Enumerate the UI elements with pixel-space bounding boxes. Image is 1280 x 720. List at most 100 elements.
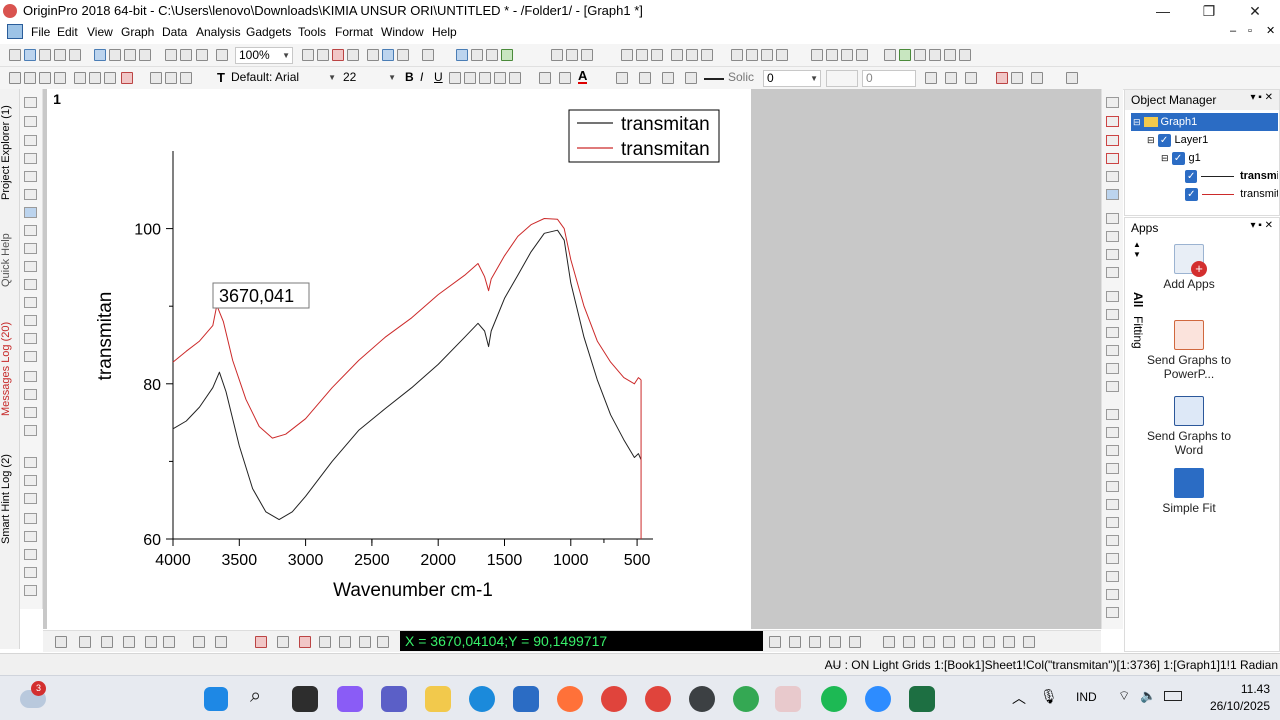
unmask-data-icon[interactable] xyxy=(686,49,698,61)
bottom-tool-3-icon[interactable] xyxy=(101,636,113,648)
task-view-icon[interactable] xyxy=(292,686,318,712)
format-8-icon[interactable] xyxy=(121,72,133,84)
go-first-icon[interactable] xyxy=(811,49,823,61)
line-paint-icon[interactable] xyxy=(685,72,697,84)
panel-controls-icon[interactable]: ▾ ▪ ✕ xyxy=(1250,92,1274,103)
bottom-tool-12-icon[interactable] xyxy=(319,636,331,648)
fill-value-select[interactable]: 0 xyxy=(862,70,916,87)
right-tool-22-icon[interactable] xyxy=(1106,499,1119,510)
message-log-icon[interactable] xyxy=(397,49,409,61)
tree-plot-red[interactable]: ✓ transmit xyxy=(1131,185,1278,203)
fill-color-icon[interactable] xyxy=(616,72,628,84)
new-project-icon[interactable] xyxy=(9,49,21,61)
right-tool-11-icon[interactable] xyxy=(1106,291,1119,302)
menu-help[interactable]: Help xyxy=(432,25,457,39)
new-matrix-icon[interactable] xyxy=(54,49,66,61)
paste-icon[interactable] xyxy=(180,72,192,84)
zoom-icon[interactable] xyxy=(865,686,891,712)
zoom-select[interactable]: 100% ▼ xyxy=(235,47,293,64)
italic-button[interactable]: I xyxy=(420,70,424,84)
format-10-icon[interactable] xyxy=(1066,72,1078,84)
insert-table-tool-icon[interactable] xyxy=(24,407,37,418)
menu-file[interactable]: File xyxy=(31,25,51,39)
export-graph-icon[interactable] xyxy=(196,49,208,61)
chrome-icon[interactable] xyxy=(601,686,627,712)
y-tick-label[interactable]: 80 xyxy=(143,377,161,394)
bold-button[interactable]: B xyxy=(405,70,414,84)
search-icon[interactable]: ⌕ xyxy=(250,685,262,707)
set-y-icon[interactable] xyxy=(746,49,758,61)
right-tool-25-icon[interactable] xyxy=(1106,553,1119,564)
right-tool-3-icon[interactable] xyxy=(1106,135,1119,146)
pointer-tool-icon[interactable] xyxy=(24,97,37,108)
bottom-tool-14-icon[interactable] xyxy=(359,636,371,648)
object-3-tool-icon[interactable] xyxy=(24,493,37,504)
project-explorer-icon[interactable] xyxy=(367,49,379,61)
x-tick-label[interactable]: 1000 xyxy=(553,552,589,569)
mdi-restore-icon[interactable]: ▫ xyxy=(1248,25,1252,37)
bottom-tool-22-icon[interactable] xyxy=(903,636,915,648)
line-tool-icon[interactable] xyxy=(24,315,37,326)
spotify-icon[interactable] xyxy=(821,686,847,712)
grid-1-icon[interactable] xyxy=(925,72,937,84)
object-2-tool-icon[interactable] xyxy=(24,475,37,486)
right-tool-14-icon[interactable] xyxy=(1106,345,1119,356)
superscript-icon[interactable] xyxy=(449,72,461,84)
right-tool-8-icon[interactable] xyxy=(1106,231,1119,242)
decrease-font-icon[interactable] xyxy=(509,72,521,84)
bottom-tool-5-icon[interactable] xyxy=(145,636,157,648)
legend[interactable]: transmitan transmitan xyxy=(568,109,720,163)
checkbox-icon[interactable]: ✓ xyxy=(1157,133,1171,147)
right-tool-4-icon[interactable] xyxy=(1106,153,1119,164)
tree-plot-black[interactable]: ✓ transmi xyxy=(1131,167,1278,185)
right-tool-27-icon[interactable] xyxy=(1106,589,1119,600)
open-icon[interactable] xyxy=(94,49,106,61)
bottom-tool-11-icon[interactable] xyxy=(299,636,311,648)
delete-icon[interactable] xyxy=(1011,72,1023,84)
right-tool-18-icon[interactable] xyxy=(1106,427,1119,438)
duplicate-icon[interactable] xyxy=(302,49,314,61)
format-4-icon[interactable] xyxy=(54,72,66,84)
collapse-icon[interactable]: ⊟ xyxy=(1147,134,1155,145)
ftir-chart[interactable]: 4000 3500 3000 2500 2000 1500 1000 500 6080100 … xyxy=(47,89,751,629)
draw-data-icon[interactable] xyxy=(501,49,513,61)
insert-graph-tool-icon[interactable] xyxy=(24,389,37,400)
increase-font-icon[interactable] xyxy=(494,72,506,84)
text-tool-icon[interactable] xyxy=(24,261,37,272)
menu-edit[interactable]: Edit xyxy=(57,25,78,39)
file-explorer-icon[interactable] xyxy=(425,686,451,712)
copilot-icon[interactable] xyxy=(337,686,363,712)
menu-window[interactable]: Window xyxy=(381,25,424,39)
restore-button[interactable]: ❐ xyxy=(1202,2,1216,19)
minimize-button[interactable]: — xyxy=(1156,3,1170,19)
bottom-tool-21-icon[interactable] xyxy=(883,636,895,648)
format-1-icon[interactable] xyxy=(9,72,21,84)
data-selector-icon[interactable] xyxy=(486,49,498,61)
zoom-in-tool-icon[interactable] xyxy=(24,116,37,127)
save-project-icon[interactable] xyxy=(165,49,177,61)
open-excel-icon[interactable] xyxy=(124,49,136,61)
set-z-icon[interactable] xyxy=(761,49,773,61)
data-reader-icon[interactable] xyxy=(471,49,483,61)
menu-gadgets[interactable]: Gadgets xyxy=(246,25,292,39)
bottom-tool-20-icon[interactable] xyxy=(849,636,861,648)
app-send-word[interactable]: Send Graphs to Word xyxy=(1139,396,1239,457)
right-tool-6-icon[interactable] xyxy=(1106,189,1119,200)
bar-chart-icon[interactable] xyxy=(636,49,648,61)
set-x-icon[interactable] xyxy=(731,49,743,61)
x-tick-label[interactable]: 2500 xyxy=(354,552,390,569)
x-tick-label[interactable]: 3500 xyxy=(222,552,258,569)
tab-project-explorer[interactable]: Project Explorer (1) xyxy=(0,105,12,201)
mdi-close-icon[interactable]: ✕ xyxy=(1266,25,1276,37)
font-size-select[interactable]: 22 ▼ xyxy=(343,70,396,84)
pattern-icon[interactable] xyxy=(639,72,651,84)
checkbox-icon[interactable]: ✓ xyxy=(1185,169,1198,183)
origin-taskbar-icon[interactable] xyxy=(775,686,801,712)
right-tool-10-icon[interactable] xyxy=(1106,267,1119,278)
zoom-out-tool-icon[interactable] xyxy=(24,135,37,146)
right-tool-2-icon[interactable] xyxy=(1106,116,1119,127)
right-tool-26-icon[interactable] xyxy=(1106,571,1119,582)
go-previous-icon[interactable] xyxy=(826,49,838,61)
y-tick-label[interactable]: 60 xyxy=(143,532,161,549)
mask-data-icon[interactable] xyxy=(671,49,683,61)
